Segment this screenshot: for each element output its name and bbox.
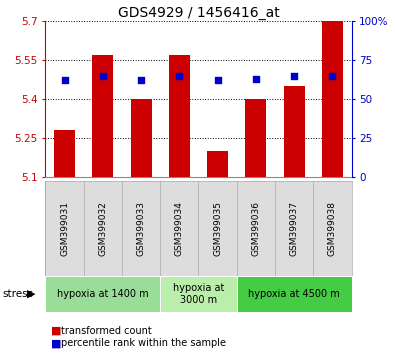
- Point: [61, 78, 68, 83]
- Title: GDS4929 / 1456416_at: GDS4929 / 1456416_at: [118, 6, 279, 20]
- Text: hypoxia at 1400 m: hypoxia at 1400 m: [57, 289, 149, 299]
- Text: GSM399031: GSM399031: [60, 201, 69, 256]
- Point: [138, 78, 144, 83]
- Bar: [54, 130, 75, 177]
- Text: percentile rank within the sample: percentile rank within the sample: [61, 338, 226, 348]
- Text: GSM399038: GSM399038: [328, 201, 337, 256]
- Bar: [45, 276, 160, 312]
- Text: GSM399033: GSM399033: [137, 201, 146, 256]
- Text: transformed count: transformed count: [61, 326, 152, 336]
- Bar: [131, 99, 152, 177]
- Bar: [237, 276, 352, 312]
- Text: ■: ■: [51, 326, 62, 336]
- Bar: [207, 151, 228, 177]
- Bar: [322, 21, 343, 177]
- Bar: [284, 86, 305, 177]
- Text: hypoxia at
3000 m: hypoxia at 3000 m: [173, 283, 224, 305]
- Text: GSM399034: GSM399034: [175, 201, 184, 256]
- Point: [329, 73, 336, 79]
- Bar: [160, 276, 237, 312]
- Text: hypoxia at 4500 m: hypoxia at 4500 m: [248, 289, 340, 299]
- Text: GSM399037: GSM399037: [290, 201, 299, 256]
- Point: [253, 76, 259, 82]
- Text: ▶: ▶: [27, 289, 36, 299]
- Text: stress: stress: [2, 289, 33, 299]
- Text: GSM399032: GSM399032: [98, 201, 107, 256]
- Text: ■: ■: [51, 338, 62, 348]
- Point: [291, 73, 297, 79]
- Bar: [92, 55, 113, 177]
- Point: [214, 78, 221, 83]
- Bar: [169, 55, 190, 177]
- Point: [100, 73, 106, 79]
- Text: GSM399036: GSM399036: [251, 201, 260, 256]
- Point: [176, 73, 182, 79]
- Text: GSM399035: GSM399035: [213, 201, 222, 256]
- Bar: [245, 99, 266, 177]
